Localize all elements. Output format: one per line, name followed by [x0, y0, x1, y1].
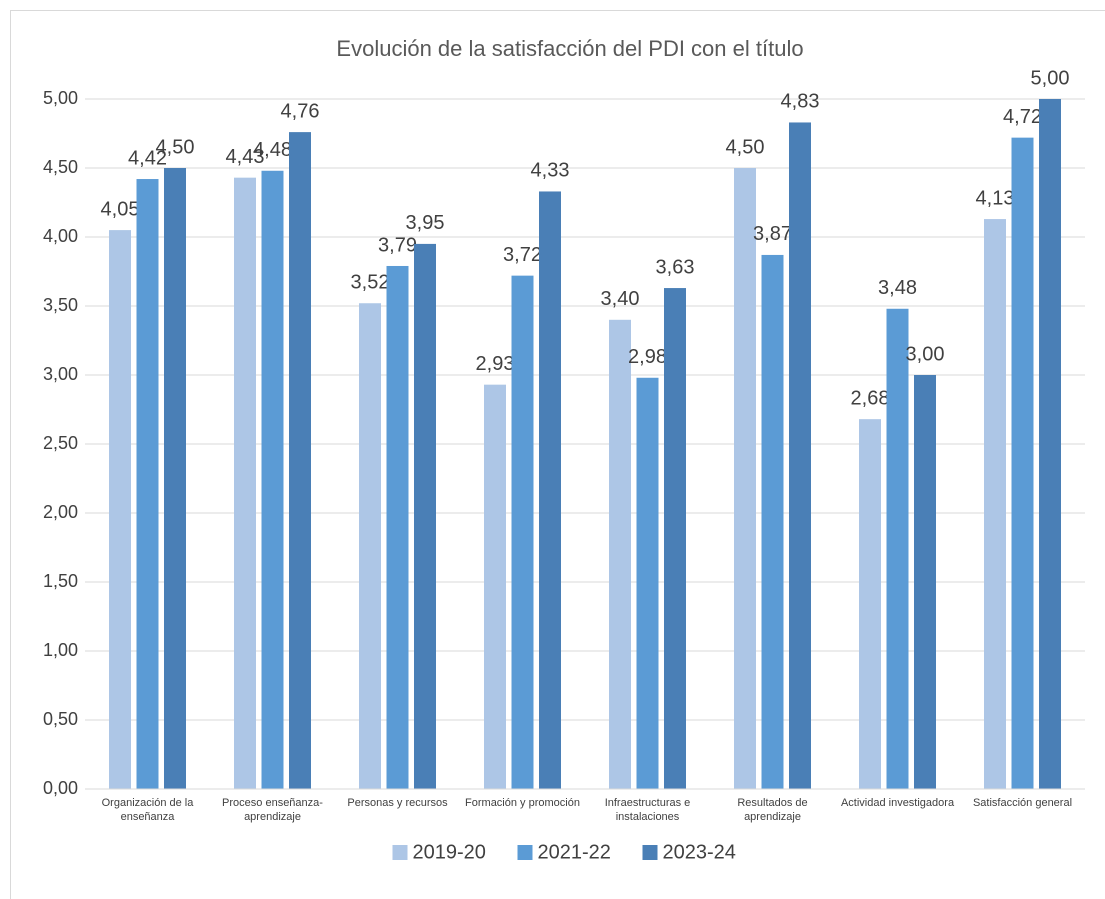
data-label: 3,72 — [503, 244, 542, 266]
data-label: 3,95 — [406, 212, 445, 234]
data-label: 3,48 — [878, 277, 917, 299]
bar — [609, 319, 631, 789]
x-tick-label: Resultados de aprendizaje — [737, 797, 808, 823]
x-tick-label-box: Resultados de aprendizaje — [737, 797, 808, 823]
data-label: 4,33 — [531, 160, 570, 182]
bar — [164, 168, 186, 789]
data-label: 3,79 — [378, 234, 417, 256]
bar — [859, 419, 881, 789]
bar — [984, 219, 1006, 789]
bar — [1011, 137, 1034, 789]
x-tick-label-box: Organización de la enseñanza — [101, 797, 194, 823]
data-label: 4,72 — [1003, 106, 1042, 128]
legend-swatch — [642, 845, 658, 860]
data-label: 4,05 — [101, 198, 140, 220]
data-label: 4,48 — [253, 139, 292, 161]
bar — [261, 170, 284, 789]
y-tick-label: 1,50 — [43, 571, 78, 591]
bar — [386, 265, 409, 790]
data-label: 3,87 — [753, 223, 792, 245]
bar — [914, 375, 936, 789]
chart-title: Evolución de la satisfacción del PDI con… — [336, 36, 803, 61]
x-tick-label: Proceso enseñanza-aprendizaje — [222, 797, 323, 823]
x-tick-label-box: Actividad investigadora — [840, 797, 955, 809]
legend-label: 2019-20 — [413, 841, 486, 863]
y-tick-label: 2,00 — [43, 502, 78, 522]
y-tick-label: 4,50 — [43, 157, 78, 177]
x-tick-label-box: Proceso enseñanza-aprendizaje — [222, 797, 323, 823]
bar — [234, 177, 256, 789]
x-tick-label: Formación y promoción — [465, 797, 580, 809]
x-tick-label: Organización de la enseñanza — [101, 797, 194, 823]
bar — [761, 254, 784, 789]
data-label: 4,43 — [226, 146, 265, 168]
bar — [511, 275, 534, 789]
bar — [136, 179, 159, 790]
bar — [539, 191, 561, 789]
x-tick-label: Actividad investigadora — [840, 797, 955, 809]
data-label: 3,00 — [906, 343, 945, 365]
y-tick-label: 5,00 — [43, 88, 78, 108]
bar — [414, 243, 436, 789]
x-tick-label-box: Satisfacción general — [972, 797, 1073, 809]
bar — [734, 168, 756, 789]
bar — [484, 384, 506, 789]
bar — [1039, 99, 1061, 789]
bar — [664, 288, 686, 789]
data-label: 4,13 — [976, 187, 1015, 209]
data-label: 4,50 — [726, 136, 765, 158]
legend-label: 2021-22 — [538, 841, 611, 863]
bar — [789, 122, 811, 789]
data-label: 2,68 — [851, 387, 890, 409]
data-label: 3,40 — [601, 288, 640, 310]
y-tick-label: 0,50 — [43, 709, 78, 729]
data-label: 3,63 — [656, 256, 695, 278]
bar — [636, 377, 659, 789]
bar — [109, 230, 131, 790]
data-label: 2,93 — [476, 353, 515, 375]
bar — [886, 308, 909, 789]
y-tick-label: 2,50 — [43, 433, 78, 453]
x-tick-label-box: Personas y recursos — [347, 797, 448, 809]
y-tick-label: 4,00 — [43, 226, 78, 246]
y-tick-label: 0,00 — [43, 778, 78, 798]
data-label: 3,52 — [351, 272, 390, 294]
x-tick-label-box: Formación y promoción — [465, 797, 580, 809]
data-label: 5,00 — [1031, 67, 1070, 89]
bar — [289, 132, 311, 789]
data-label: 2,98 — [628, 346, 667, 368]
legend-label: 2023-24 — [663, 841, 736, 863]
legend-swatch — [517, 845, 533, 860]
y-tick-label: 1,00 — [43, 640, 78, 660]
x-tick-label: Infraestructuras e instalaciones — [604, 797, 691, 823]
x-tick-label: Satisfacción general — [972, 797, 1073, 809]
data-label: 4,42 — [128, 147, 167, 169]
legend-swatch — [392, 845, 408, 860]
data-label: 4,50 — [156, 136, 195, 158]
data-label: 4,76 — [281, 100, 320, 122]
bar — [359, 303, 381, 789]
y-tick-label: 3,00 — [43, 364, 78, 384]
data-label: 4,83 — [781, 91, 820, 113]
y-tick-label: 3,50 — [43, 295, 78, 315]
x-tick-label: Personas y recursos — [347, 797, 448, 809]
x-tick-label-box: Infraestructuras e instalaciones — [604, 797, 691, 823]
